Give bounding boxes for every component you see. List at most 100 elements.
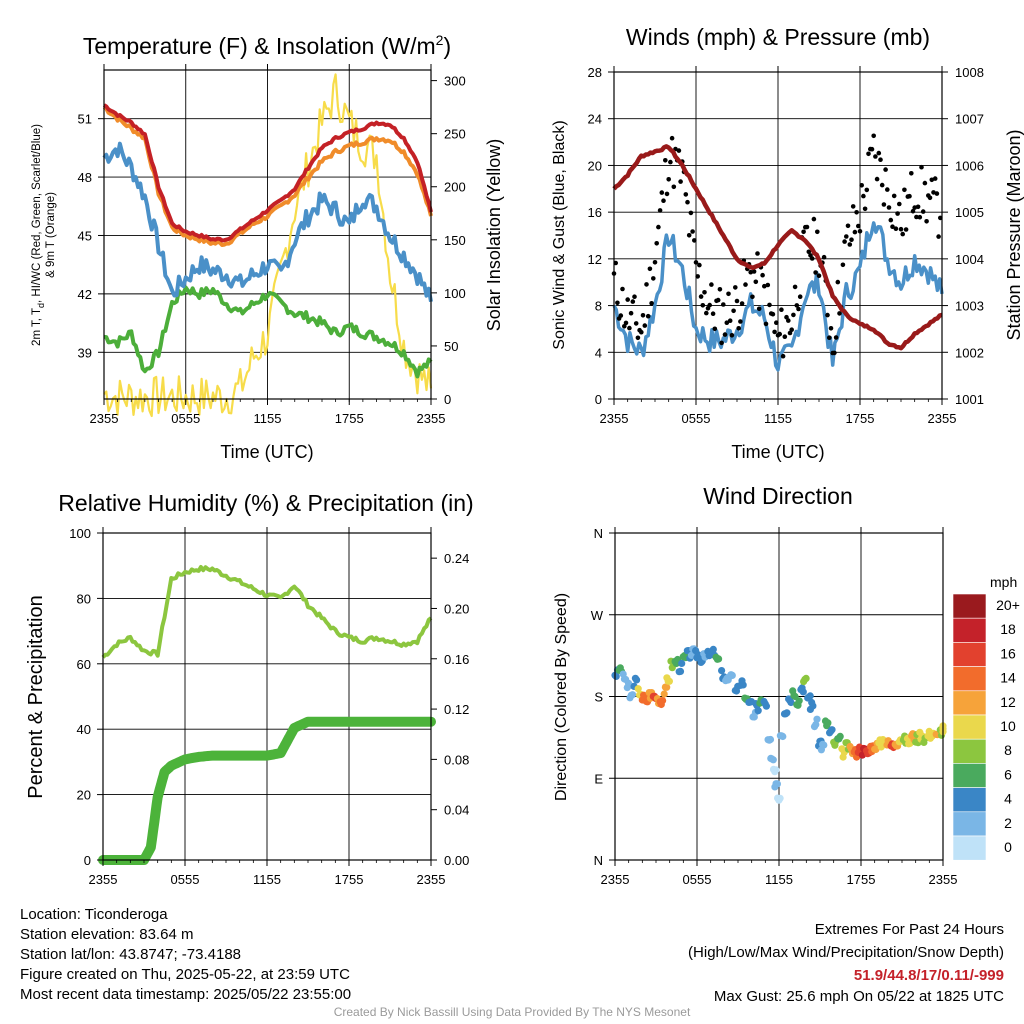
gust-point — [743, 282, 748, 287]
colorbar-swatch — [952, 617, 987, 643]
gust-point — [883, 167, 888, 172]
gust-point — [876, 150, 882, 156]
direction-point — [739, 681, 747, 689]
gust-point — [854, 210, 859, 215]
direction-point — [806, 692, 814, 700]
direction-point — [766, 735, 775, 744]
gust-point — [630, 299, 636, 304]
gust-point — [654, 241, 659, 246]
temp-xtick-label: 2355 — [417, 411, 446, 426]
gust-point — [903, 227, 909, 232]
gust-point — [832, 350, 837, 356]
gust-point — [907, 193, 912, 199]
gust-point — [717, 287, 723, 292]
gust-point — [727, 318, 733, 324]
temp-y2tick-label: 0 — [444, 392, 451, 407]
gust-point — [647, 266, 653, 272]
gust-point — [927, 195, 933, 201]
dir-ytick-label: W — [591, 608, 604, 623]
hiwc-green-line — [103, 285, 433, 379]
temp-xtick-label: 2355 — [90, 411, 119, 426]
gust-point — [897, 201, 902, 207]
gust-point — [891, 193, 897, 199]
gust-point — [763, 321, 769, 327]
rh-xtick-label: 2355 — [417, 872, 446, 887]
gust-point — [914, 214, 919, 220]
gust-point — [734, 298, 740, 304]
gust-point — [683, 192, 689, 197]
gust-point — [729, 333, 735, 338]
gust-point — [842, 239, 847, 244]
solar-insolation-line — [103, 73, 433, 418]
gust-point — [640, 313, 646, 318]
gust-point — [669, 135, 675, 141]
gust-point — [856, 223, 861, 229]
gust-point — [642, 323, 648, 328]
gust-point — [676, 148, 682, 153]
gust-point — [881, 202, 887, 207]
gust-point — [791, 312, 796, 318]
temp-ytick-label: 45 — [78, 228, 92, 243]
rh-y2tick-label: 0.12 — [444, 702, 469, 717]
direction-point — [828, 726, 836, 734]
direction-point — [783, 709, 791, 717]
gust-point — [910, 208, 916, 214]
gust-point — [760, 272, 765, 278]
created-text: Figure created on Thu, 2025-05-22, at 23… — [20, 966, 350, 983]
gust-point — [806, 249, 812, 255]
colorbar-label: 0 — [1004, 839, 1012, 855]
rh-precip-panel: Relative Humidity (%) & Precipitation (i… — [25, 490, 474, 887]
direction-point — [628, 691, 637, 699]
gust-point — [755, 251, 760, 256]
dewpoint-line — [102, 141, 433, 303]
colorbar-swatch — [952, 811, 987, 837]
gust-point — [895, 211, 900, 216]
gust-point — [902, 187, 907, 193]
direction-point — [660, 690, 668, 698]
gust-point — [767, 302, 772, 308]
wind-ylabel: Sonic Wind & Gust (Blue, Black) — [551, 120, 568, 349]
gust-point — [919, 164, 924, 170]
direction-point — [773, 780, 782, 788]
rh-title: Relative Humidity (%) & Precipitation (i… — [58, 490, 473, 516]
temp-y2tick-label: 100 — [444, 286, 466, 301]
latlon-text: Station lat/lon: 43.8747; -73.4188 — [20, 946, 242, 963]
wind-ytick-label: 20 — [588, 158, 602, 173]
gust-point — [632, 294, 637, 300]
gust-point — [704, 310, 709, 316]
gust-point — [792, 284, 798, 290]
rh-y2tick-label: 0.20 — [444, 601, 469, 616]
dir-xtick-label: 2355 — [929, 872, 958, 887]
gust-point — [753, 279, 759, 285]
gust-point — [738, 319, 743, 324]
colorbar-label: 10 — [1000, 718, 1016, 734]
direction-point — [676, 667, 685, 676]
gust-point — [678, 179, 683, 184]
rh-y2tick-label: 0.16 — [444, 652, 469, 667]
gust-point — [864, 187, 870, 193]
extremes-subtitle: (High/Low/Max Wind/Precipitation/Snow De… — [688, 944, 1004, 961]
gust-point — [777, 331, 782, 337]
gust-point — [852, 229, 858, 235]
gust-point — [697, 262, 702, 268]
gust-point — [789, 327, 794, 333]
gust-point — [736, 326, 741, 331]
direction-point — [709, 645, 717, 654]
rh-xtick-label: 1755 — [335, 872, 364, 887]
direction-point — [836, 732, 844, 741]
colorbar-swatch — [952, 642, 987, 667]
wind-direction-panel: Wind Direction 2355 0555 1155 1755 2355 N E S W N… — [553, 483, 1020, 887]
gust-point — [825, 312, 830, 318]
gust-point — [886, 205, 892, 210]
rh-y2tick-label: 0.08 — [444, 752, 469, 767]
gust-point — [828, 326, 834, 331]
gust-point — [685, 199, 690, 205]
temp-ylabel-line1: 2m T, Td, HI/WC (Red, Green, Scarlet/Blu… — [31, 124, 46, 346]
dir-xtick-label: 1755 — [847, 872, 876, 887]
footer-credit: Created By Nick Bassill Using Data Provi… — [333, 1005, 691, 1019]
colorbar-swatch — [952, 763, 987, 788]
gust-point — [733, 285, 738, 290]
temp-y2tick-label: 250 — [444, 127, 466, 142]
wind-y2tick-label: 1005 — [955, 205, 984, 220]
